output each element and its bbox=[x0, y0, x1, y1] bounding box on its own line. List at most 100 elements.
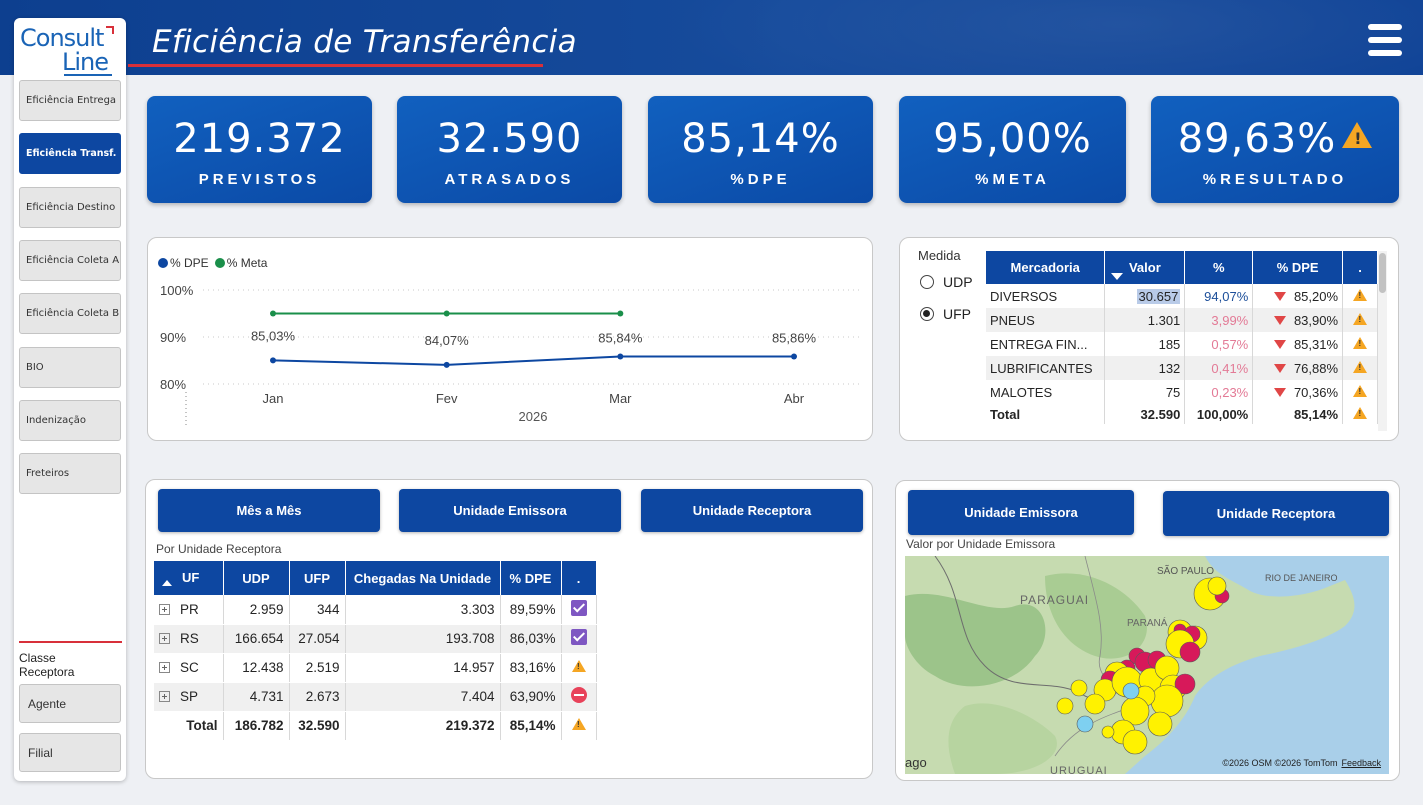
classe-agente-button[interactable]: Agente bbox=[19, 684, 121, 723]
tab-unidade-receptora[interactable]: Unidade Receptora bbox=[641, 489, 863, 532]
classe-divider bbox=[19, 641, 122, 643]
kpi-resultado: 89,63% %RESULTADO bbox=[1151, 96, 1399, 203]
uf-value: PR bbox=[180, 601, 199, 617]
col-header-chegadas[interactable]: Chegadas Na Unidade bbox=[345, 561, 501, 595]
table-row[interactable]: PNEUS 1.301 3,99% 83,90% bbox=[986, 308, 1378, 332]
cell-udp: 4.731 bbox=[223, 682, 290, 712]
map-bubble[interactable] bbox=[1122, 682, 1140, 700]
table-scrollbar-thumb[interactable] bbox=[1379, 253, 1386, 293]
col-header-mercadoria[interactable]: Mercadoria bbox=[986, 251, 1106, 284]
expand-icon[interactable] bbox=[159, 691, 170, 702]
map-bubble[interactable] bbox=[1147, 711, 1173, 737]
col-header-status[interactable]: . bbox=[1342, 251, 1378, 284]
cell-dpe: 83,16% bbox=[500, 653, 562, 683]
map-tab-unidade-emissora[interactable]: Unidade Emissora bbox=[908, 490, 1134, 535]
cell-total-label: Total bbox=[154, 710, 224, 741]
y-tick-label: 90% bbox=[160, 330, 186, 345]
data-point bbox=[617, 310, 624, 317]
map-bubble[interactable] bbox=[1101, 725, 1115, 739]
table-row[interactable]: RS 166.654 27.054 193.708 86,03% bbox=[154, 624, 597, 654]
legend-item-dpe[interactable]: % DPE bbox=[158, 256, 209, 270]
tab-unidade-emissora[interactable]: Unidade Emissora bbox=[399, 489, 621, 532]
map-canvas: SÃO PAULO RIO DE JANEIRO PARAGUAI PARANÁ… bbox=[905, 556, 1355, 774]
bubble-map[interactable]: SÃO PAULO RIO DE JANEIRO PARAGUAI PARANÁ… bbox=[905, 556, 1389, 774]
col-header-pct[interactable]: % bbox=[1184, 251, 1254, 284]
cell-total-chegadas: 219.372 bbox=[345, 710, 501, 741]
legend-label-meta: % Meta bbox=[226, 256, 268, 270]
expand-icon[interactable] bbox=[159, 633, 170, 644]
down-arrow-icon bbox=[1273, 315, 1286, 325]
nav-freteiros[interactable]: Freteiros bbox=[19, 453, 121, 494]
medida-option-ufp[interactable]: UFP bbox=[920, 306, 971, 322]
cell-pct: 94,07% bbox=[1184, 284, 1254, 308]
cell-status bbox=[1342, 308, 1378, 332]
table-row[interactable]: SC 12.438 2.519 14.957 83,16% bbox=[154, 653, 597, 683]
map-bubble[interactable] bbox=[1179, 641, 1201, 663]
map-bubble[interactable] bbox=[1174, 673, 1196, 695]
nav-eficiencia-coleta-a[interactable]: Eficiência Coleta A bbox=[19, 240, 121, 281]
cell-mercadoria: LUBRIFICANTES bbox=[986, 356, 1106, 380]
nav-eficiencia-coleta-b[interactable]: Eficiência Coleta B bbox=[19, 293, 121, 334]
cell-total-valor: 32.590 bbox=[1104, 404, 1186, 424]
legend-item-meta[interactable]: % Meta bbox=[214, 256, 268, 270]
expand-icon[interactable] bbox=[159, 662, 170, 673]
nav-indenizacao[interactable]: Indenização bbox=[19, 400, 121, 441]
forest-area-3 bbox=[948, 703, 1057, 774]
nav-eficiencia-transf[interactable]: Eficiência Transf. bbox=[19, 133, 121, 174]
title-underline bbox=[128, 64, 543, 67]
map-bubble[interactable] bbox=[1122, 729, 1148, 755]
map-bubble[interactable] bbox=[1070, 679, 1088, 697]
nav-bio[interactable]: BIO bbox=[19, 347, 121, 388]
cell-dpe: 86,03% bbox=[500, 624, 562, 654]
tab-mes-a-mes[interactable]: Mês a Mês bbox=[158, 489, 380, 532]
table-row[interactable]: LUBRIFICANTES 132 0,41% 76,88% bbox=[986, 356, 1378, 380]
col-header-dpe[interactable]: % DPE bbox=[500, 561, 562, 595]
cell-pct: 0,23% bbox=[1184, 380, 1254, 404]
col-header-status[interactable]: . bbox=[561, 561, 597, 595]
nav-eficiencia-entrega[interactable]: Eficiência Entrega bbox=[19, 80, 121, 121]
cell-dpe: 76,88% bbox=[1252, 356, 1344, 380]
down-arrow-icon bbox=[1273, 291, 1286, 301]
table-total-row: Total 32.590 100,00% 85,14% bbox=[986, 404, 1378, 424]
map-bubble[interactable] bbox=[1084, 693, 1106, 715]
col-header-valor[interactable]: Valor bbox=[1104, 251, 1186, 284]
cell-total-dpe: 85,14% bbox=[500, 710, 562, 741]
cell-ufp: 2.673 bbox=[289, 682, 346, 712]
expand-icon[interactable] bbox=[159, 603, 170, 615]
table-row[interactable]: SP 4.731 2.673 7.404 63,90% bbox=[154, 682, 597, 712]
kpi-atrasados: 32.590 ATRASADOS bbox=[397, 96, 622, 203]
cell-ufp: 344 bbox=[289, 595, 346, 625]
hamburger-menu-icon[interactable] bbox=[1368, 24, 1402, 60]
col-header-ufp[interactable]: UFP bbox=[289, 561, 346, 595]
col-header-udp[interactable]: UDP bbox=[223, 561, 290, 595]
table-scrollbar-track[interactable] bbox=[1378, 251, 1387, 431]
classe-filial-button[interactable]: Filial bbox=[19, 733, 121, 772]
cell-status bbox=[1342, 332, 1378, 356]
map-bubble[interactable] bbox=[1056, 697, 1074, 715]
chart-legend: % DPE % Meta bbox=[158, 256, 267, 270]
legend-dot-dpe bbox=[158, 258, 168, 268]
map-tab-unidade-receptora[interactable]: Unidade Receptora bbox=[1163, 491, 1389, 536]
data-point bbox=[443, 310, 450, 317]
nav-eficiencia-destino[interactable]: Eficiência Destino bbox=[19, 187, 121, 228]
map-bubble[interactable] bbox=[1150, 684, 1184, 718]
data-point bbox=[791, 353, 797, 360]
map-feedback-link[interactable]: Feedback bbox=[1341, 758, 1381, 768]
cell-status bbox=[561, 595, 597, 625]
stop-icon bbox=[570, 687, 587, 703]
table-row[interactable]: ENTREGA FIN... 185 0,57% 85,31% bbox=[986, 332, 1378, 356]
map-bubbles bbox=[1056, 576, 1230, 755]
col-header-uf[interactable]: UF bbox=[154, 561, 224, 595]
cell-valor: 1.301 bbox=[1104, 308, 1186, 332]
col-header-dpe[interactable]: % DPE bbox=[1252, 251, 1344, 284]
medida-option-udp[interactable]: UDP bbox=[920, 274, 973, 290]
cell-chegadas: 3.303 bbox=[345, 595, 501, 625]
map-bubble[interactable] bbox=[1207, 576, 1227, 596]
table-row[interactable]: MALOTES 75 0,23% 70,36% bbox=[986, 380, 1378, 404]
mercadoria-table: Mercadoria Valor % % DPE . DIVERSOS 30.6… bbox=[986, 251, 1378, 424]
data-point bbox=[443, 361, 450, 368]
map-bubble[interactable] bbox=[1076, 715, 1094, 733]
table-row[interactable]: DIVERSOS 30.657 94,07% 85,20% bbox=[986, 284, 1378, 308]
table-row[interactable]: PR 2.959 344 3.303 89,59% bbox=[154, 595, 597, 625]
cell-dpe: 85,31% bbox=[1252, 332, 1344, 356]
